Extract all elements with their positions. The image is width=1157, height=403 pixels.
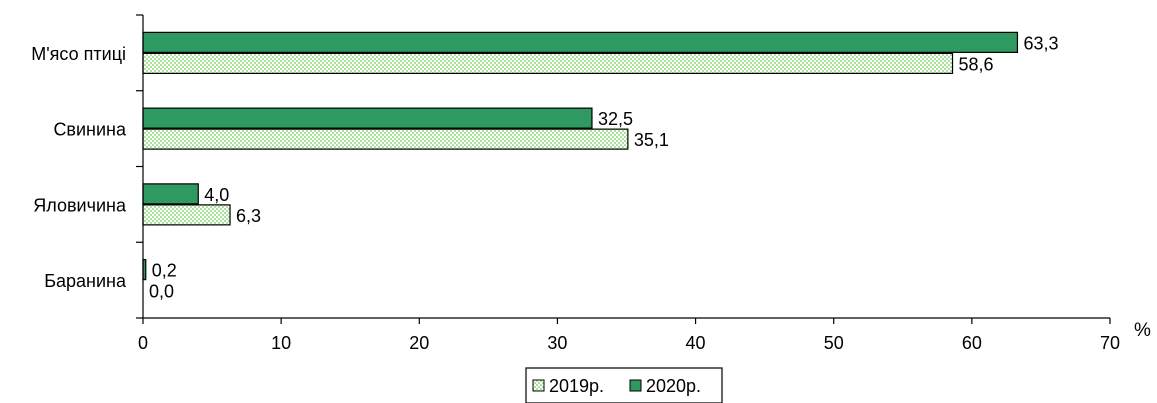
bar-2019-0 [142,52,954,74]
value-label-2019-3: 0,0 [149,282,174,302]
value-label-2019-0: 58,6 [959,54,994,74]
legend-swatch-2019 [532,379,545,392]
plot-area [142,31,1019,281]
x-tick-label: 70 [1100,333,1120,353]
x-axis-unit-label: % [1134,320,1151,341]
x-tick-label: 60 [962,333,982,353]
x-tick-label: 50 [824,333,844,353]
bar-2019-1 [142,128,629,150]
x-tick-label: 20 [409,333,429,353]
axes: 0 10 20 30 40 50 60 70% [136,14,1151,353]
bar-2019-2 [142,204,231,226]
data-labels: 63,3 58,6 М'ясо птиці 32,535,1 Свинина 4,0 6,3… [31,33,1058,301]
bar-2020-0 [142,31,1019,53]
x-tick-label: 0 [138,333,148,353]
value-label-2019-1: 35,1 [634,130,669,150]
category-label-2: Яловичина [33,195,127,215]
x-tick-label: 30 [547,333,567,353]
legend-label-2019: 2019р. [549,376,604,396]
legend-box [525,367,723,403]
legend-label-2020: 2020р. [646,376,701,396]
value-label-2019-2: 6,3 [236,206,261,226]
value-label-2020-2: 4,0 [204,185,229,205]
value-label-2020-0: 63,3 [1023,33,1058,53]
bar-2020-2 [142,183,199,205]
value-label-2020-1: 32,5 [598,109,633,129]
x-tick-label: 40 [686,333,706,353]
bar-2020-1 [142,107,593,129]
category-label-0: М'ясо птиці [31,44,126,64]
legend: 2019р. 2020р. [525,367,723,403]
category-label-3: Баранина [44,271,127,291]
value-label-2020-3: 0,2 [152,261,177,281]
category-label-1: Свинина [53,120,127,140]
legend-swatch-2020 [629,379,642,392]
x-tick-label: 10 [271,333,291,353]
